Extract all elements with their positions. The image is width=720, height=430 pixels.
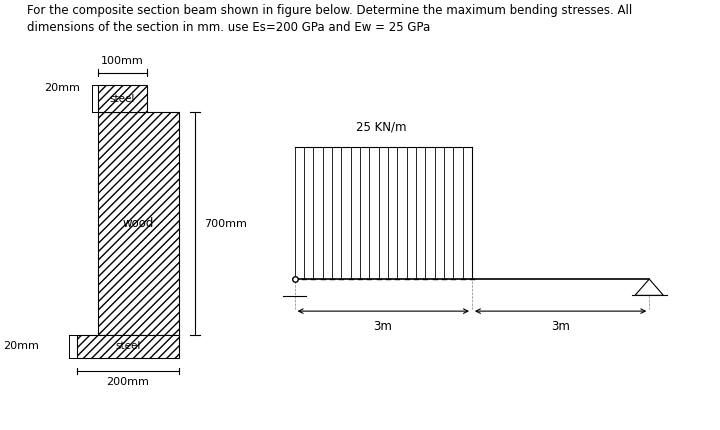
Text: 700mm: 700mm <box>204 218 247 228</box>
Text: wood: wood <box>122 217 154 230</box>
Polygon shape <box>635 279 663 295</box>
Bar <box>98 113 179 335</box>
Text: dimensions of the section in mm. use Es=200 GPa and Ew = 25 GPa: dimensions of the section in mm. use Es=… <box>27 21 431 34</box>
Text: 3m: 3m <box>374 319 392 333</box>
Text: 20mm: 20mm <box>4 341 40 351</box>
Text: For the composite section beam shown in figure below. Determine the maximum bend: For the composite section beam shown in … <box>27 3 632 16</box>
Bar <box>98 85 147 113</box>
Text: 100mm: 100mm <box>101 56 144 66</box>
Text: 20mm: 20mm <box>45 83 81 93</box>
Bar <box>77 335 179 358</box>
Text: steel: steel <box>115 341 140 351</box>
Text: 200mm: 200mm <box>107 378 149 387</box>
Text: 25 KN/m: 25 KN/m <box>356 121 407 134</box>
Text: 3m: 3m <box>551 319 570 333</box>
Text: steel: steel <box>110 94 135 104</box>
